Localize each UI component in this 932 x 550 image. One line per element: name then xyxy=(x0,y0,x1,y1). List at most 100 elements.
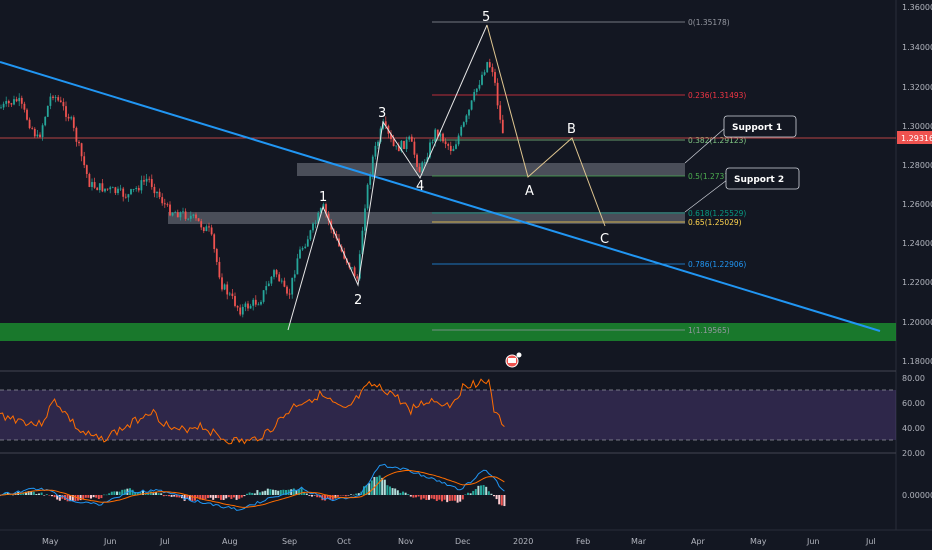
macd-histogram[interactable] xyxy=(0,475,506,507)
candle-body xyxy=(44,116,47,126)
candle-body xyxy=(187,218,190,220)
rsi-tick: 40.00 xyxy=(902,424,925,433)
candle-body xyxy=(431,141,434,143)
macd-histogram-bar xyxy=(298,489,300,495)
time-tick: Apr xyxy=(691,537,706,546)
candle-body xyxy=(468,109,470,116)
time-axis[interactable]: May Jun Jul Aug Sep Oct Nov Dec 2020 Feb… xyxy=(42,537,876,546)
candlestick-series[interactable] xyxy=(0,58,504,318)
macd-histogram-bar xyxy=(456,495,459,503)
candle-body xyxy=(39,134,41,137)
candle-body xyxy=(31,128,34,129)
macd-histogram-bar xyxy=(370,480,373,495)
macd-histogram-bar xyxy=(35,494,38,495)
corrective-wave-path[interactable] xyxy=(486,24,606,227)
support-1-pointer xyxy=(684,127,726,164)
candle-body xyxy=(54,97,57,98)
macd-line[interactable] xyxy=(0,463,505,511)
macd-histogram-bar xyxy=(316,495,319,498)
candle-body xyxy=(483,72,486,75)
macd-histogram-bar xyxy=(329,495,332,500)
candle-body xyxy=(257,304,260,306)
candle-body xyxy=(353,267,356,277)
candle-body xyxy=(130,189,132,195)
candle-body xyxy=(135,188,138,190)
event-flag-glyph xyxy=(508,358,516,363)
macd-histogram-bar xyxy=(113,491,116,495)
macd-histogram-bar xyxy=(477,485,480,495)
green-demand-zone[interactable] xyxy=(0,323,896,341)
candle-body xyxy=(241,306,244,315)
macd-histogram-bar xyxy=(277,490,280,495)
macd-histogram-bar xyxy=(404,492,407,495)
candle-body xyxy=(319,208,322,213)
candle-body xyxy=(223,284,226,290)
macd-histogram-bar xyxy=(357,493,360,495)
macd-histogram-bar xyxy=(9,494,12,496)
fib-label-0618: 0.618(1.25529) xyxy=(688,209,746,218)
macd-histogram-bar xyxy=(40,492,43,495)
candle-body xyxy=(215,249,218,262)
candle-body xyxy=(156,191,158,194)
macd-histogram-bar xyxy=(407,494,410,495)
macd-histogram-bar xyxy=(474,489,477,495)
current-price-tag xyxy=(897,131,932,144)
macd-histogram-bar xyxy=(363,486,365,495)
candle-body xyxy=(499,105,502,120)
candle-body xyxy=(410,136,413,142)
macd-histogram-bar xyxy=(142,490,144,495)
macd-histogram-bar xyxy=(170,495,173,497)
macd-histogram-bar xyxy=(399,492,402,495)
candle-body xyxy=(421,162,424,173)
macd-histogram-bar xyxy=(433,495,436,500)
macd-histogram-bar xyxy=(58,495,61,501)
candle-body xyxy=(325,204,327,214)
wave-label-5: 5 xyxy=(482,10,490,25)
macd-histogram-bar xyxy=(342,495,345,496)
candle-body xyxy=(85,165,88,174)
candle-body xyxy=(270,276,273,284)
macd-histogram-bar xyxy=(485,486,488,495)
rsi-line[interactable] xyxy=(0,378,505,445)
macd-histogram-bar xyxy=(352,494,355,496)
candle-body xyxy=(416,154,418,167)
candle-body xyxy=(197,218,200,222)
wave-label-b: B xyxy=(567,122,576,137)
macd-histogram-bar xyxy=(461,495,464,500)
macd-histogram-bar xyxy=(53,495,56,498)
macd-histogram-bar xyxy=(454,495,456,501)
candle-body xyxy=(228,293,231,295)
macd-histogram-bar xyxy=(443,495,446,500)
support-zone-2[interactable] xyxy=(168,212,685,224)
candle-body xyxy=(361,230,364,255)
candle-body xyxy=(221,277,223,290)
candle-body xyxy=(444,141,447,145)
macd-histogram-bar xyxy=(469,493,472,495)
candle-body xyxy=(473,92,476,101)
candle-body xyxy=(210,227,213,235)
macd-histogram-bar xyxy=(503,495,506,507)
macd-histogram-bar xyxy=(394,488,397,495)
support-zone-1[interactable] xyxy=(297,163,685,176)
macd-histogram-bar xyxy=(22,492,25,495)
candle-body xyxy=(465,115,468,123)
macd-histogram-bar xyxy=(90,495,92,499)
macd-histogram-bar xyxy=(139,492,142,495)
blue-trendline[interactable] xyxy=(0,61,881,332)
macd-signal-line[interactable] xyxy=(0,469,505,508)
candle-body xyxy=(299,249,301,259)
macd-histogram-bar xyxy=(459,495,462,502)
macd-histogram-bar xyxy=(386,485,389,495)
impulse-wave-path[interactable] xyxy=(287,24,488,331)
price-axis[interactable]: 1.36000 1.34000 1.32000 1.30000 1.28000 … xyxy=(902,3,932,366)
support-2-callout[interactable] xyxy=(725,167,800,190)
candle-body xyxy=(208,226,210,228)
macd-histogram-bar xyxy=(487,491,490,495)
candle-body xyxy=(200,221,203,228)
macd-histogram-bar xyxy=(500,495,503,506)
wave-label-a: A xyxy=(525,184,534,199)
fib-retracement[interactable] xyxy=(432,21,685,331)
candle-body xyxy=(49,96,52,106)
support-1-callout[interactable] xyxy=(723,115,797,138)
